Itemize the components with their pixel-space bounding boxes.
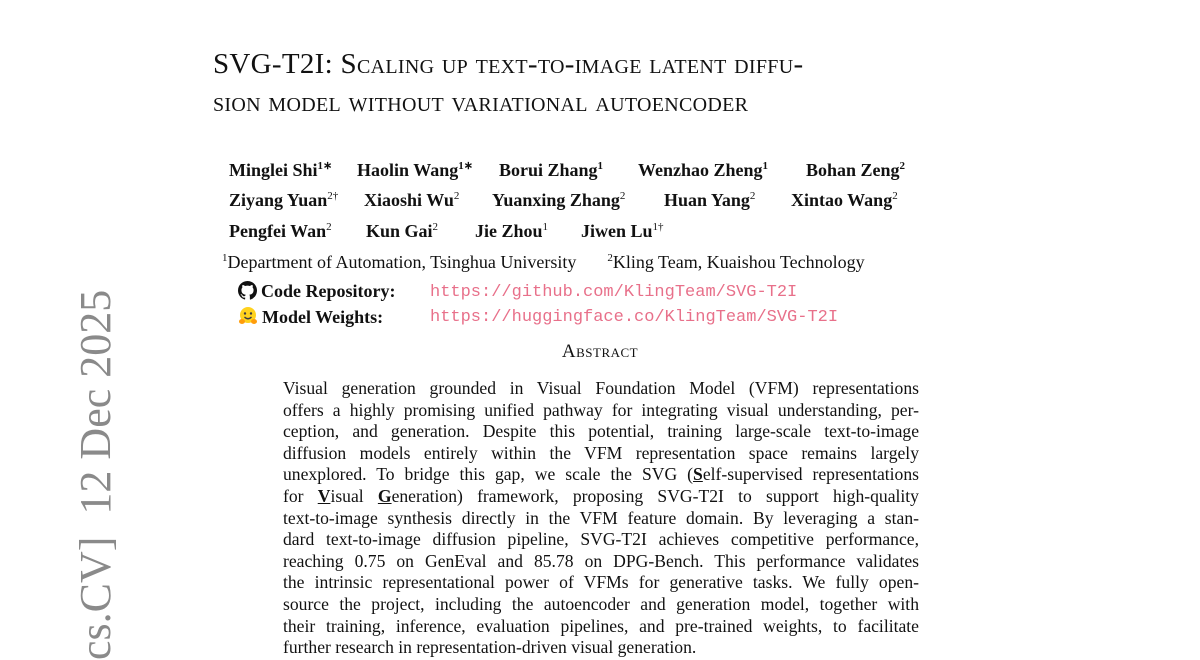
affiliation-1: Department of Automation, Tsinghua Unive… [227, 252, 577, 272]
author-name: Pengfei Wan [229, 221, 327, 241]
abstract-text: eneration) framework, proposing SVG-T2I … [391, 486, 919, 506]
code-repository-link[interactable]: https://github.com/KlingTeam/SVG-T2I [430, 283, 798, 302]
code-repository-label: Code Repository: [261, 281, 396, 301]
code-repository-row: Code Repository: [238, 281, 395, 305]
author: Borui Zhang1 [499, 160, 603, 181]
arxiv-stamp: cs.CV] 12 Dec 2025 [71, 289, 120, 660]
author: Jiwen Lu1† [581, 221, 664, 242]
abstract-text: for [283, 486, 318, 506]
author-affiliation-marker: 2 [326, 221, 332, 233]
abstract-text: elf-supervised representations [702, 464, 919, 485]
hugging-face-icon [238, 306, 258, 331]
abstract-line: diffusion models entirely within the VFM… [283, 442, 919, 463]
author-affiliation-marker: 1† [652, 221, 664, 233]
author: Xintao Wang2 [791, 190, 898, 211]
author: Haolin Wang1∗ [357, 160, 473, 181]
author-name: Haolin Wang [357, 160, 459, 180]
author-affiliation-marker: 1 [597, 160, 604, 172]
author-name: Minglei Shi [229, 160, 318, 180]
model-weights-row: Model Weights: [238, 306, 383, 331]
author: Ziyang Yuan2† [229, 190, 338, 211]
abstract-line: for Visual Generation) framework, propos… [283, 486, 919, 507]
abstract-line: source the project, including the autoen… [283, 594, 919, 614]
author-affiliation-marker: 1 [762, 160, 769, 172]
model-weights-label: Model Weights: [262, 307, 384, 327]
paper-title-line-2: sion model without variational autoencod… [213, 86, 749, 118]
author-name: Kun Gai [366, 221, 433, 241]
author-affiliation-marker: 2 [899, 160, 906, 172]
author: Kun Gai2 [366, 221, 438, 242]
abstract-line: offers a highly promising unified pathwa… [283, 399, 919, 420]
author-name: Bohan Zeng [806, 160, 900, 180]
author-name: Huan Yang [664, 190, 750, 210]
author-affiliation-marker: 2 [453, 190, 460, 202]
author-affiliation-marker: 2 [892, 190, 898, 202]
author-affiliation-marker: 2 [619, 190, 626, 202]
abstract-line: unexplored. To bridge this gap, we scale… [283, 464, 919, 485]
abstract-line: the intrinsic representational power of … [283, 572, 919, 593]
abstract-line: text-to-image synthesis directly in the … [283, 507, 919, 528]
affiliation-2: Kling Team, Kuaishou Technology [612, 252, 865, 272]
author-affiliation-marker: 2† [327, 190, 339, 202]
github-icon [238, 281, 258, 305]
abstract-text: isual [330, 486, 378, 506]
author: Yuanxing Zhang2 [492, 190, 625, 211]
emphasized-letter: S [693, 464, 703, 485]
abstract-line: reaching 0.75 on GenEval and 85.78 on DP… [283, 550, 919, 571]
abstract-line: their training, inference, evaluation pi… [283, 615, 919, 636]
author-name: Jie Zhou [475, 221, 543, 241]
author: Minglei Shi1∗ [229, 160, 332, 181]
author-affiliation-marker: 2 [432, 221, 439, 233]
author-affiliation-marker: 1 [542, 221, 549, 233]
author: Jie Zhou1 [475, 221, 548, 242]
emphasized-letter: G [377, 486, 392, 506]
author-name: Yuanxing Zhang [492, 190, 620, 210]
author: Wenzhao Zheng1 [638, 160, 768, 181]
author-name: Ziyang Yuan [229, 190, 328, 210]
paper-title-line-1: SVG-T2I: Scaling up text-to-image latent… [213, 48, 804, 80]
emphasized-letter: V [317, 486, 331, 506]
abstract-line: ception, and generation. Despite this po… [283, 421, 919, 442]
abstract-line: dard text-to-image diffusion pipeline, S… [283, 529, 919, 550]
author-name: Wenzhao Zheng [638, 160, 763, 180]
affiliation-marker: 1 [222, 252, 228, 264]
author-name: Xiaoshi Wu [364, 190, 454, 210]
model-weights-link[interactable]: https://huggingface.co/KlingTeam/SVG-T2I [430, 308, 839, 327]
affiliations: 1Department of Automation, Tsinghua Univ… [222, 252, 865, 273]
author-affiliation-marker: 2 [749, 190, 756, 202]
author-affiliation-marker: 1∗ [458, 160, 473, 172]
abstract-heading: Abstract [561, 341, 639, 362]
author-affiliation-marker: 1∗ [317, 160, 333, 172]
abstract-text: unexplored. To bridge this gap, we scale… [283, 464, 694, 485]
author-name: Jiwen Lu [581, 221, 653, 241]
affiliation-marker: 2 [607, 252, 613, 264]
author: Xiaoshi Wu2 [364, 190, 459, 211]
author-name: Borui Zhang [499, 160, 598, 180]
author: Pengfei Wan2 [229, 221, 332, 242]
abstract-line: Visual generation grounded in Visual Fou… [283, 378, 919, 398]
author-name: Xintao Wang [791, 190, 893, 210]
author: Bohan Zeng2 [806, 160, 905, 181]
author: Huan Yang2 [664, 190, 755, 211]
